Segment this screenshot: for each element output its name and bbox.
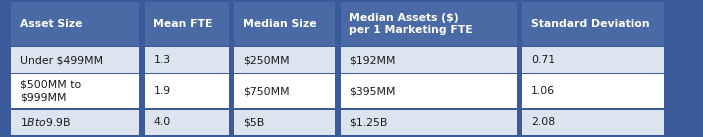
Bar <box>234 2 335 46</box>
Bar <box>340 47 517 73</box>
Text: Median Assets ($)
per 1 Marketing FTE: Median Assets ($) per 1 Marketing FTE <box>349 13 472 35</box>
Text: $250MM: $250MM <box>243 55 290 65</box>
Text: 2.08: 2.08 <box>531 117 555 127</box>
Text: 4.0: 4.0 <box>153 117 171 127</box>
Text: 1.06: 1.06 <box>531 86 555 96</box>
Bar <box>522 74 664 109</box>
Bar <box>145 74 228 109</box>
Bar <box>234 74 335 109</box>
Text: Asset Size: Asset Size <box>20 19 82 29</box>
Text: $5B: $5B <box>243 117 264 127</box>
Text: Standard Deviation: Standard Deviation <box>531 19 650 29</box>
Bar <box>522 47 664 73</box>
Bar <box>340 110 517 135</box>
Bar <box>11 47 139 73</box>
Bar <box>145 2 228 46</box>
Text: $1.25B: $1.25B <box>349 117 387 127</box>
Bar <box>234 110 335 135</box>
Text: Mean FTE: Mean FTE <box>153 19 213 29</box>
Text: Under $499MM: Under $499MM <box>20 55 103 65</box>
Text: 1.3: 1.3 <box>153 55 171 65</box>
Bar <box>145 47 228 73</box>
Text: 1.9: 1.9 <box>153 86 171 96</box>
Text: $500MM to
$999MM: $500MM to $999MM <box>20 80 81 102</box>
Text: $192MM: $192MM <box>349 55 396 65</box>
Bar <box>234 47 335 73</box>
Bar <box>145 110 228 135</box>
Text: $395MM: $395MM <box>349 86 396 96</box>
Bar <box>522 2 664 46</box>
Text: Median Size: Median Size <box>243 19 316 29</box>
Text: $1B to $9.9B: $1B to $9.9B <box>20 116 71 128</box>
Text: $750MM: $750MM <box>243 86 290 96</box>
Bar <box>11 110 139 135</box>
Bar <box>11 74 139 109</box>
Bar <box>340 2 517 46</box>
Bar <box>11 2 139 46</box>
Bar <box>340 74 517 109</box>
Bar <box>522 110 664 135</box>
Text: 0.71: 0.71 <box>531 55 555 65</box>
